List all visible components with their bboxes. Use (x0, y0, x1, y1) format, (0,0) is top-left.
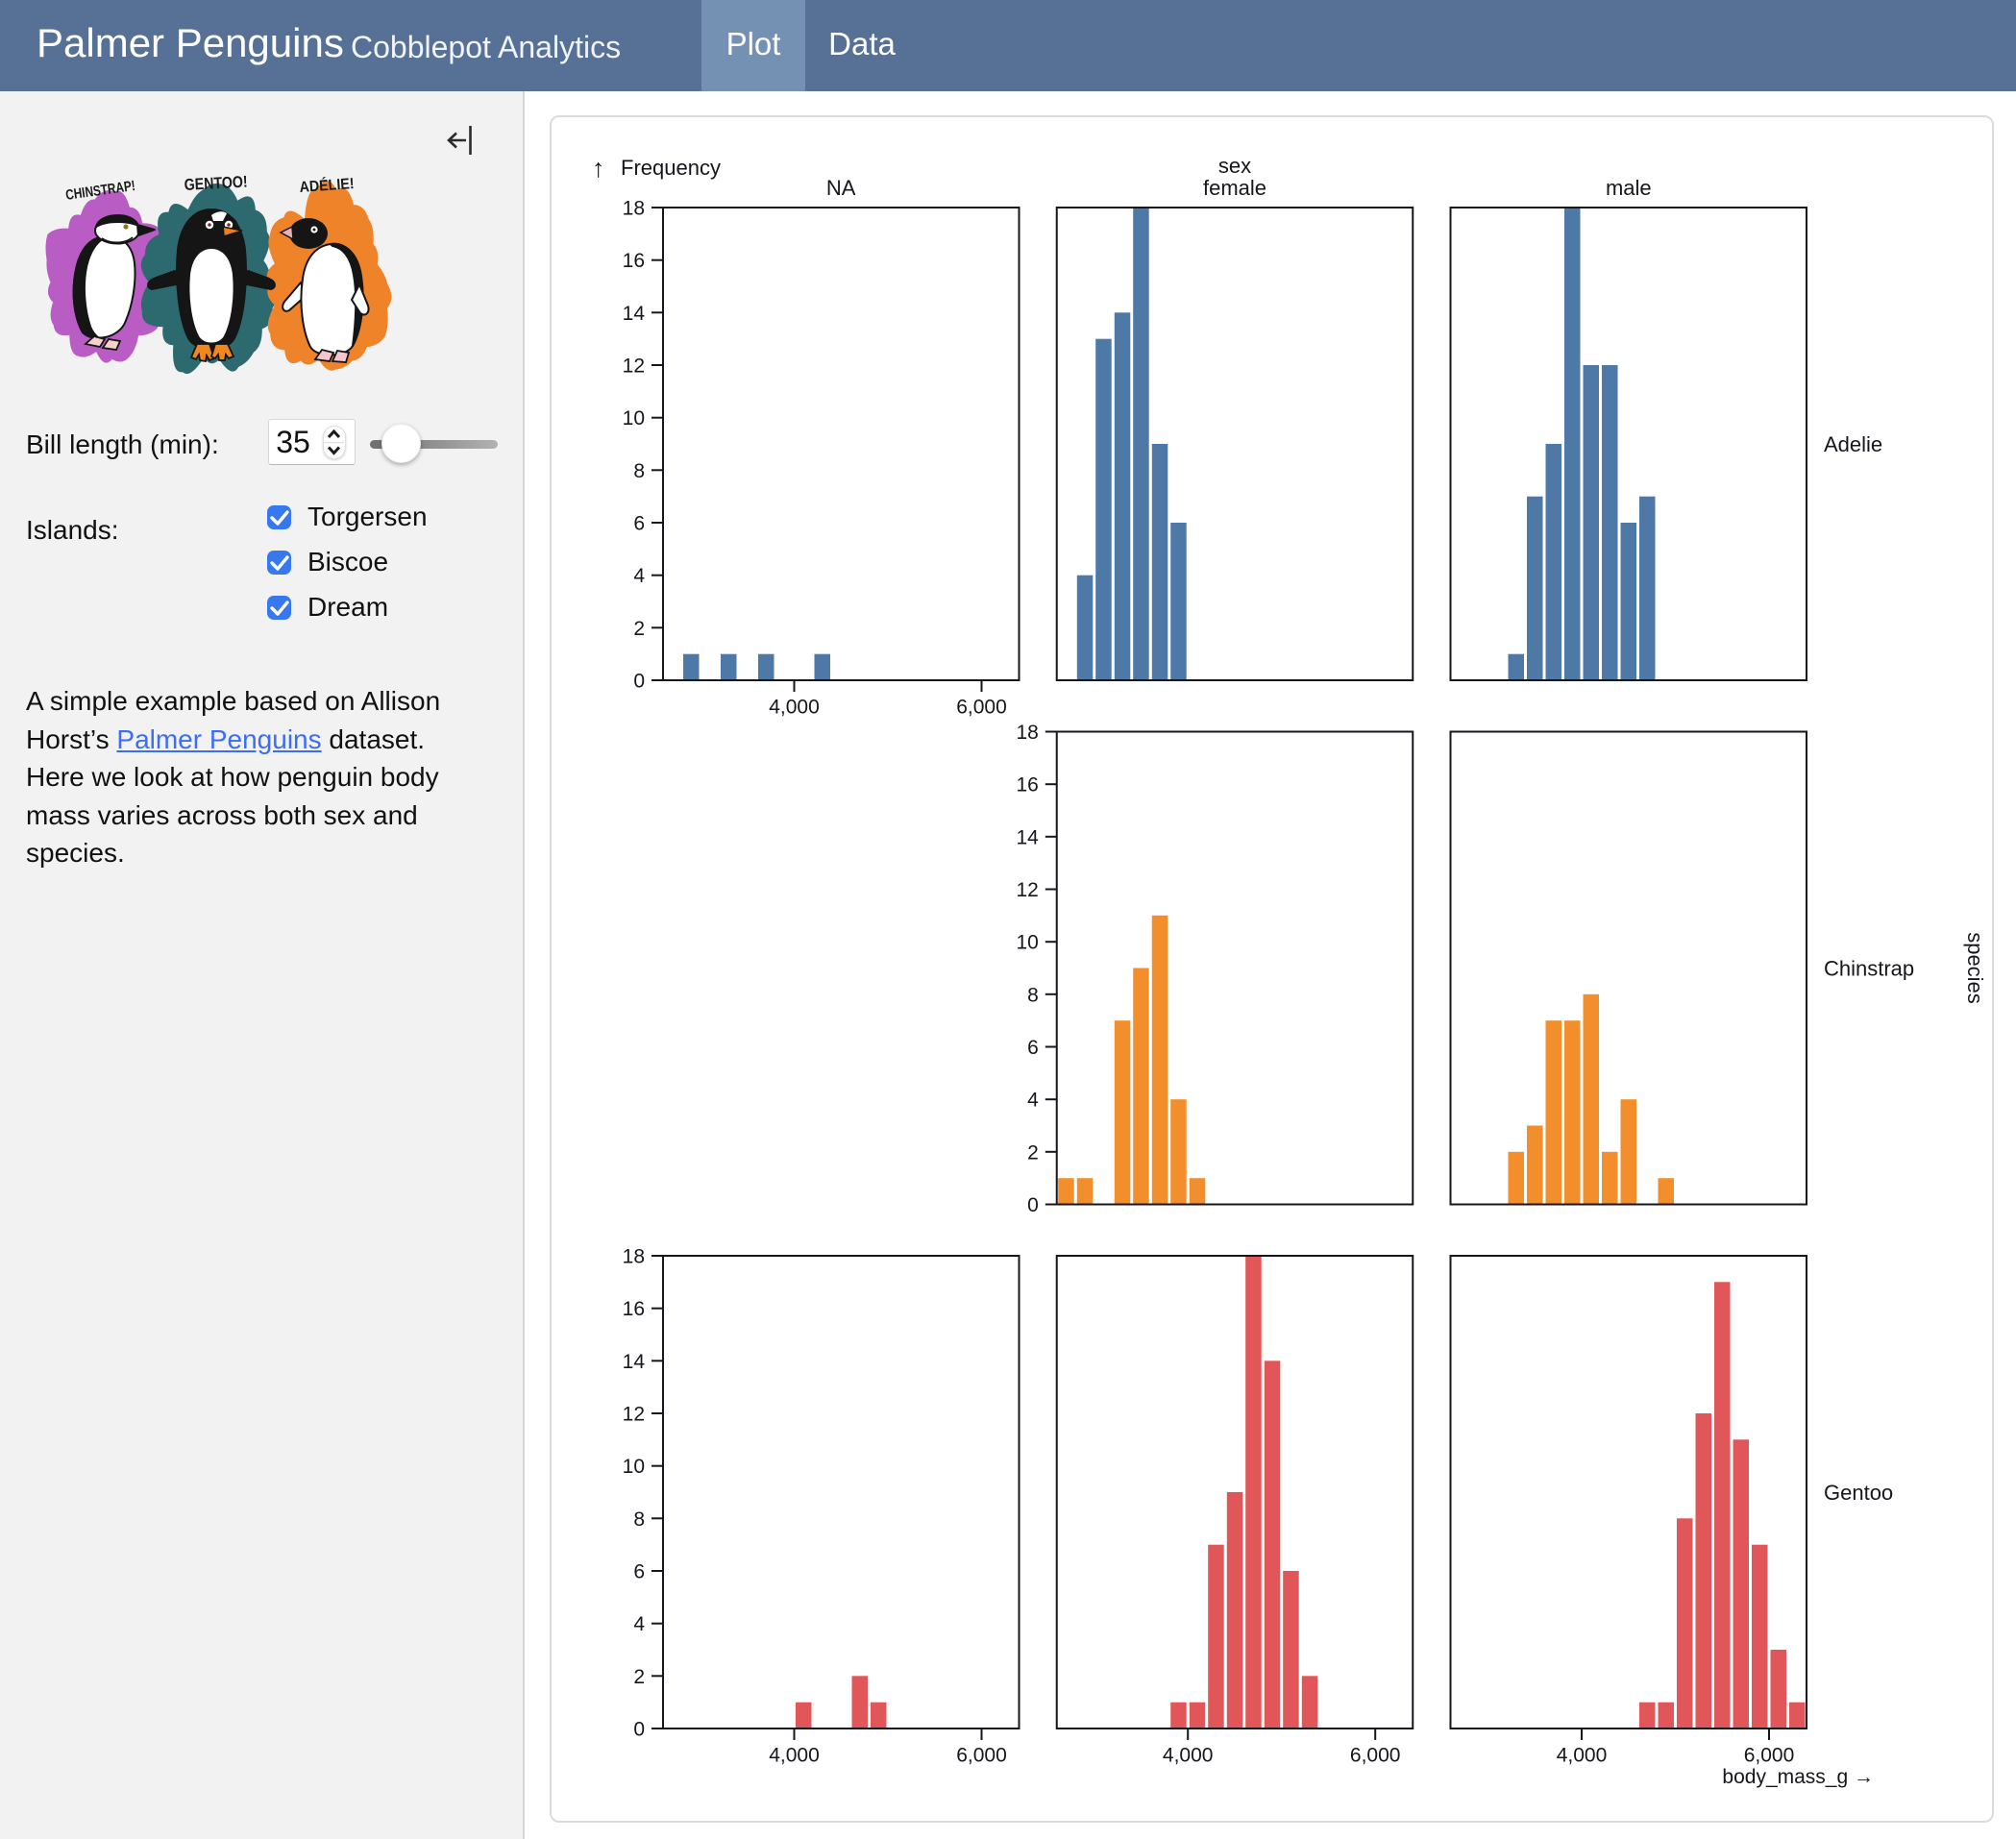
svg-text:4,000: 4,000 (769, 697, 820, 719)
svg-text:male: male (1606, 176, 1652, 200)
svg-text:18: 18 (1016, 722, 1038, 744)
svg-text:4: 4 (1027, 1090, 1039, 1112)
svg-text:12: 12 (1016, 879, 1038, 901)
svg-text:GENTOO!: GENTOO! (184, 173, 248, 194)
svg-text:↑: ↑ (592, 154, 605, 183)
svg-text:Chinstrap: Chinstrap (1824, 957, 1914, 981)
svg-text:body_mass_g →: body_mass_g → (1722, 1766, 1874, 1788)
svg-text:Adelie: Adelie (1824, 432, 1882, 456)
svg-text:Gentoo: Gentoo (1824, 1481, 1893, 1505)
svg-text:6,000: 6,000 (956, 1745, 1007, 1767)
svg-text:6,000: 6,000 (1744, 1745, 1795, 1767)
svg-text:species: species (1963, 932, 1987, 1004)
svg-text:ADÉLIE!: ADÉLIE! (299, 174, 355, 196)
svg-text:16: 16 (1016, 774, 1038, 797)
svg-text:16: 16 (623, 1298, 645, 1320)
svg-text:12: 12 (623, 1404, 645, 1426)
svg-text:4,000: 4,000 (1163, 1745, 1214, 1767)
svg-text:6,000: 6,000 (956, 697, 1007, 719)
svg-text:4,000: 4,000 (769, 1745, 820, 1767)
svg-text:female: female (1203, 176, 1266, 200)
svg-text:8: 8 (633, 1508, 645, 1531)
svg-text:2: 2 (633, 1666, 645, 1688)
svg-text:2: 2 (1027, 1141, 1039, 1164)
svg-text:4,000: 4,000 (1557, 1745, 1608, 1767)
svg-text:14: 14 (1016, 826, 1039, 848)
svg-text:16: 16 (623, 250, 645, 272)
svg-text:10: 10 (623, 1456, 645, 1478)
svg-text:14: 14 (623, 1351, 646, 1373)
svg-text:12: 12 (623, 356, 645, 378)
svg-text:0: 0 (1027, 1194, 1039, 1216)
svg-text:10: 10 (623, 407, 645, 429)
svg-text:8: 8 (633, 460, 645, 482)
svg-text:14: 14 (623, 303, 646, 325)
svg-text:18: 18 (623, 198, 645, 220)
svg-text:18: 18 (623, 1246, 645, 1268)
svg-text:Frequency: Frequency (621, 156, 721, 180)
svg-text:0: 0 (633, 1719, 645, 1741)
svg-text:2: 2 (633, 618, 645, 640)
svg-text:NA: NA (826, 176, 856, 200)
svg-text:6: 6 (633, 513, 645, 535)
svg-text:sex: sex (1218, 154, 1251, 178)
svg-text:6: 6 (633, 1561, 645, 1583)
svg-text:6: 6 (1027, 1037, 1039, 1059)
svg-text:4: 4 (633, 565, 645, 587)
svg-text:4: 4 (633, 1613, 645, 1635)
svg-text:10: 10 (1016, 932, 1038, 954)
svg-text:6,000: 6,000 (1350, 1745, 1401, 1767)
svg-text:8: 8 (1027, 984, 1039, 1006)
svg-text:0: 0 (633, 671, 645, 693)
